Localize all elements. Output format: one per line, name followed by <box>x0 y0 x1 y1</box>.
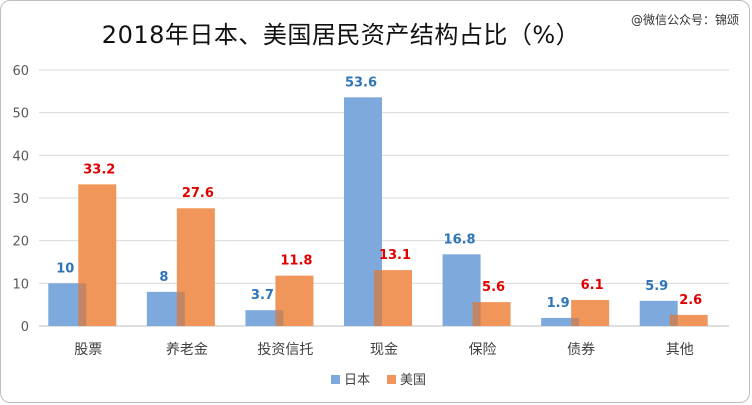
bar-overlap <box>571 317 580 326</box>
data-label-usa: 13.1 <box>379 248 411 263</box>
bar-japan <box>541 317 580 326</box>
y-tick-label: 40 <box>12 149 29 164</box>
data-label-usa: 27.6 <box>182 186 214 201</box>
bar-overlap <box>472 302 481 326</box>
x-tick-label: 债券 <box>567 342 595 358</box>
y-tick-label: 20 <box>12 235 29 250</box>
watermark: @微信公众号：锦颂 <box>630 13 739 27</box>
data-label-usa: 11.8 <box>280 254 312 269</box>
bar-overlap <box>374 270 382 326</box>
legend-label-usa: 美国 <box>400 373 426 388</box>
y-tick-label: 0 <box>21 320 29 335</box>
data-label-japan: 8 <box>159 270 168 285</box>
x-tick-label: 保险 <box>469 342 497 358</box>
bar-usa <box>669 314 708 326</box>
legend-swatch-usa <box>387 375 396 384</box>
bar-overlap <box>275 310 284 326</box>
data-label-usa: 5.6 <box>482 280 505 295</box>
y-tick-label: 30 <box>12 192 29 207</box>
bar-overlap <box>669 314 678 326</box>
bar-overlap <box>176 291 185 326</box>
data-label-japan: 10 <box>56 261 74 276</box>
legend-label-japan: 日本 <box>344 373 370 388</box>
x-tick-label: 股票 <box>74 342 102 358</box>
y-tick-label: 10 <box>12 277 29 292</box>
data-label-japan: 16.8 <box>444 232 476 247</box>
y-tick-label: 50 <box>12 107 29 122</box>
y-tick-label: 60 <box>12 64 29 79</box>
data-label-japan: 1.9 <box>547 296 570 311</box>
bar-japan <box>245 310 284 326</box>
data-label-usa: 6.1 <box>581 278 604 293</box>
data-label-japan: 3.7 <box>251 288 274 303</box>
data-label-japan: 5.9 <box>645 279 668 294</box>
x-tick-label: 其他 <box>666 342 694 358</box>
data-label-usa: 33.2 <box>83 162 115 177</box>
legend-swatch-japan <box>331 375 340 384</box>
x-tick-label: 养老金 <box>166 342 208 358</box>
bar-usa <box>472 302 511 326</box>
x-tick-label: 投资信托 <box>257 342 313 358</box>
data-label-usa: 2.6 <box>679 293 702 308</box>
data-label-japan: 53.6 <box>345 75 377 90</box>
bar-overlap <box>78 283 87 326</box>
x-tick-label: 现金 <box>370 342 398 358</box>
chart-title: 2018年日本、美国居民资产结构占比（%） <box>101 21 581 49</box>
